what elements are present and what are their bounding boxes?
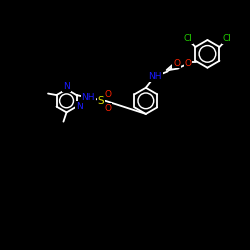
Text: N: N [76, 102, 82, 111]
Text: N: N [63, 82, 70, 91]
Text: Cl: Cl [183, 34, 192, 43]
Text: O: O [104, 90, 112, 99]
Text: O: O [185, 58, 192, 68]
Text: NH: NH [148, 72, 162, 82]
Text: S: S [98, 96, 104, 106]
Text: NH: NH [81, 93, 95, 102]
Text: O: O [173, 58, 180, 68]
Text: Cl: Cl [223, 34, 232, 43]
Text: O: O [104, 104, 112, 113]
